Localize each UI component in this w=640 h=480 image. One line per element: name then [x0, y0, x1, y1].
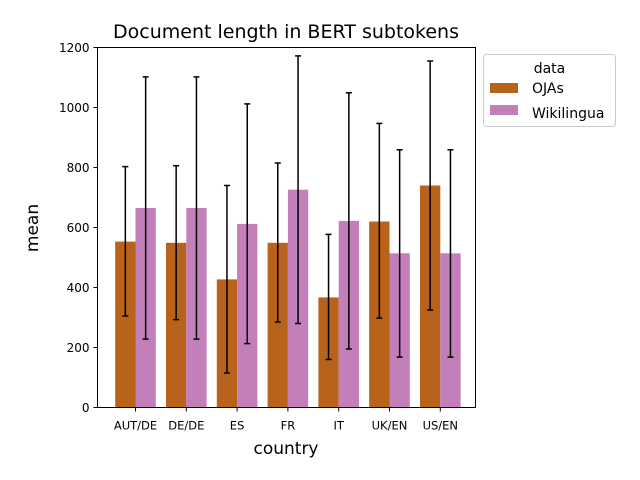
error-bar-wikilingua-es	[244, 103, 251, 345]
error-bar-wikilingua-uk-en	[396, 149, 403, 358]
legend-swatch-wikilingua	[490, 105, 518, 115]
error-bar-wikilingua-aut-de	[142, 76, 149, 340]
x-tick-label-uk-en: UK/EN	[372, 419, 408, 433]
legend-title: data	[534, 61, 566, 77]
y-axis-title: mean	[23, 204, 43, 252]
legend: data OJAs Wikilingua	[483, 54, 616, 127]
y-tick-label-0: 0	[82, 401, 90, 415]
bar-ojas-aut-de	[115, 241, 136, 408]
chart-title: Document length in BERT subtokens	[113, 21, 459, 43]
x-tick-label-it: IT	[333, 419, 344, 433]
bar-ojas-de-de	[166, 242, 187, 408]
x-tick-label-fr: FR	[281, 419, 296, 433]
error-bar-ojas-es	[223, 184, 230, 374]
error-bar-ojas-fr	[274, 162, 281, 323]
error-bar-wikilingua-it	[345, 92, 352, 350]
error-bar-wikilingua-us-en	[447, 149, 454, 358]
y-tick-label-400: 400	[67, 281, 90, 295]
error-bar-ojas-it	[325, 233, 332, 361]
error-bar-wikilingua-de-de	[193, 76, 200, 340]
x-axis-title: country	[253, 439, 318, 459]
legend-label-wikilingua: Wikilingua	[532, 106, 604, 122]
x-tick-label-aut-de: AUT/DE	[114, 419, 157, 433]
error-bar-ojas-aut-de	[122, 165, 129, 317]
error-bar-ojas-uk-en	[376, 122, 383, 319]
error-bar-wikilingua-fr	[295, 55, 302, 325]
x-tick-label-es: ES	[230, 419, 245, 433]
y-tick-label-600: 600	[67, 221, 90, 235]
legend-label-ojas: OJAs	[532, 81, 564, 97]
x-tick-label-de-de: DE/DE	[168, 419, 204, 433]
bar-ojas-fr	[267, 242, 288, 408]
y-tick-label-200: 200	[67, 341, 90, 355]
y-tick-label-800: 800	[67, 161, 90, 175]
legend-swatch-ojas	[490, 83, 518, 93]
error-bar-ojas-de-de	[173, 164, 180, 321]
x-tick-label-us-en: US/EN	[423, 419, 458, 433]
y-tick-label-1200: 1200	[59, 41, 90, 55]
error-bar-ojas-us-en	[427, 60, 434, 311]
y-tick-label-1000: 1000	[59, 101, 90, 115]
